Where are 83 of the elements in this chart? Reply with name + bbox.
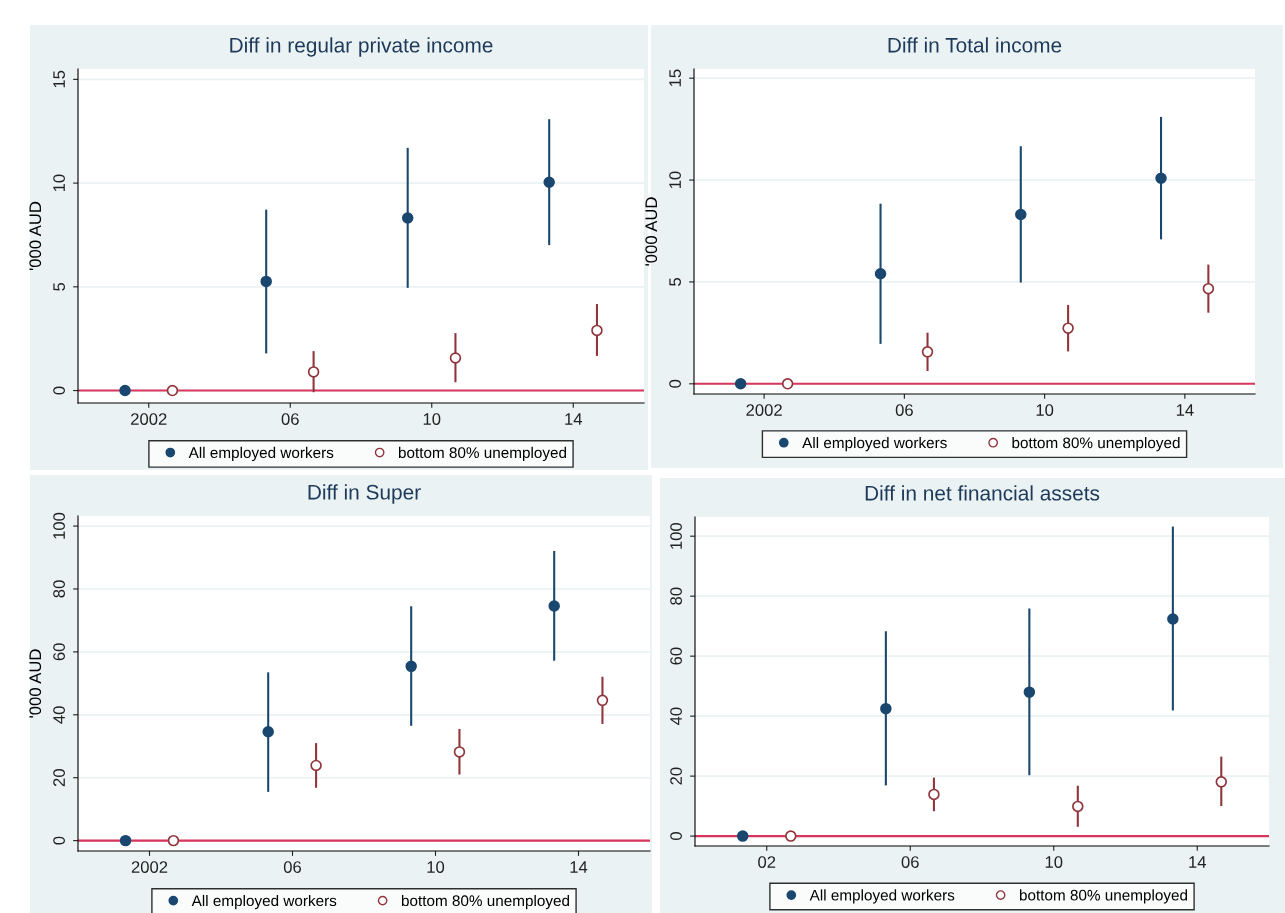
point [401, 212, 414, 224]
y-tick-label: 0 [53, 836, 65, 845]
chart-title: Diff in net financial assets [865, 485, 1100, 501]
point [921, 346, 934, 358]
y-axis-title: '000 AUD [645, 197, 658, 266]
y-tick-label: 100 [53, 512, 65, 539]
x-tick-label: 10 [1036, 404, 1054, 416]
point [591, 324, 603, 337]
point [449, 352, 462, 364]
point [307, 366, 320, 378]
point [453, 746, 466, 758]
legend-label: All employed workers [188, 446, 334, 462]
x-tick-label: 06 [901, 856, 919, 868]
y-axis-title: '000 AUD [29, 649, 42, 718]
point [734, 378, 747, 390]
y-tick-label: 20 [670, 767, 682, 785]
legend-label: bottom 80% unemployed [398, 446, 567, 462]
x-tick-label: 14 [565, 413, 583, 425]
point [1023, 686, 1036, 698]
y-tick-label: 60 [670, 647, 682, 665]
y-tick-label: 10 [669, 171, 681, 189]
legend-label: bottom 80% unemployed [1012, 437, 1180, 452]
legend-label: All employed workers [802, 437, 947, 452]
point [596, 694, 609, 707]
point [548, 600, 560, 612]
x-tick-label: 06 [283, 861, 302, 873]
point [880, 702, 892, 715]
point [166, 384, 179, 397]
legend-label: bottom 80% unemployed [401, 894, 570, 910]
point [928, 788, 940, 801]
point [1062, 322, 1074, 334]
y-tick-label: 40 [670, 707, 682, 726]
y-axis-title: '000 AUD [29, 201, 42, 271]
y-tick-label: 0 [53, 386, 65, 395]
x-tick-label: 14 [1189, 856, 1207, 868]
point [1215, 776, 1228, 788]
x-tick-label: 14 [570, 861, 588, 873]
point [262, 726, 274, 738]
point [119, 384, 131, 397]
y-tick-label: 80 [670, 587, 682, 605]
y-tick-label: 80 [53, 580, 65, 598]
chart-title: Diff in Total income [888, 37, 1062, 53]
x-tick-label: 10 [427, 861, 445, 873]
point [119, 834, 132, 847]
y-tick-label: 15 [669, 69, 681, 87]
x-tick-label: 14 [1176, 404, 1194, 416]
point [167, 834, 180, 847]
point [405, 660, 417, 673]
point [1167, 613, 1179, 625]
point [781, 378, 794, 390]
x-tick-label: 06 [281, 413, 299, 425]
y-tick-label: 10 [53, 174, 65, 192]
point [1072, 800, 1084, 813]
y-tick-label: 0 [669, 379, 681, 388]
y-tick-label: 100 [670, 522, 682, 549]
legend-label: All employed workers [809, 889, 955, 904]
legend-label: All employed workers [191, 894, 337, 910]
y-tick-label: 5 [53, 282, 65, 291]
point [310, 759, 322, 772]
point [543, 176, 555, 189]
y-tick-label: 60 [53, 643, 65, 661]
point [260, 275, 272, 288]
x-tick-label: 2002 [131, 861, 168, 873]
y-tick-label: 40 [53, 706, 65, 724]
point [874, 268, 887, 280]
x-tick-label: 02 [758, 856, 776, 868]
x-tick-label: 2002 [746, 404, 782, 416]
point [1202, 282, 1215, 295]
x-tick-label: 10 [423, 413, 441, 425]
y-tick-label: 15 [53, 70, 65, 88]
point [1155, 172, 1167, 184]
point [785, 830, 797, 842]
legend-label: bottom 80% unemployed [1019, 889, 1188, 904]
y-tick-label: 5 [669, 277, 681, 286]
chart-title: Diff in regular private income [230, 37, 493, 57]
y-tick-label: 0 [670, 832, 682, 841]
x-tick-label: 06 [895, 404, 913, 416]
x-tick-label: 10 [1045, 856, 1063, 868]
point [1015, 208, 1027, 221]
point [736, 830, 749, 842]
y-tick-label: 20 [53, 769, 65, 787]
chart-title: Diff in Super [308, 484, 421, 504]
x-tick-label: 2002 [131, 413, 167, 425]
